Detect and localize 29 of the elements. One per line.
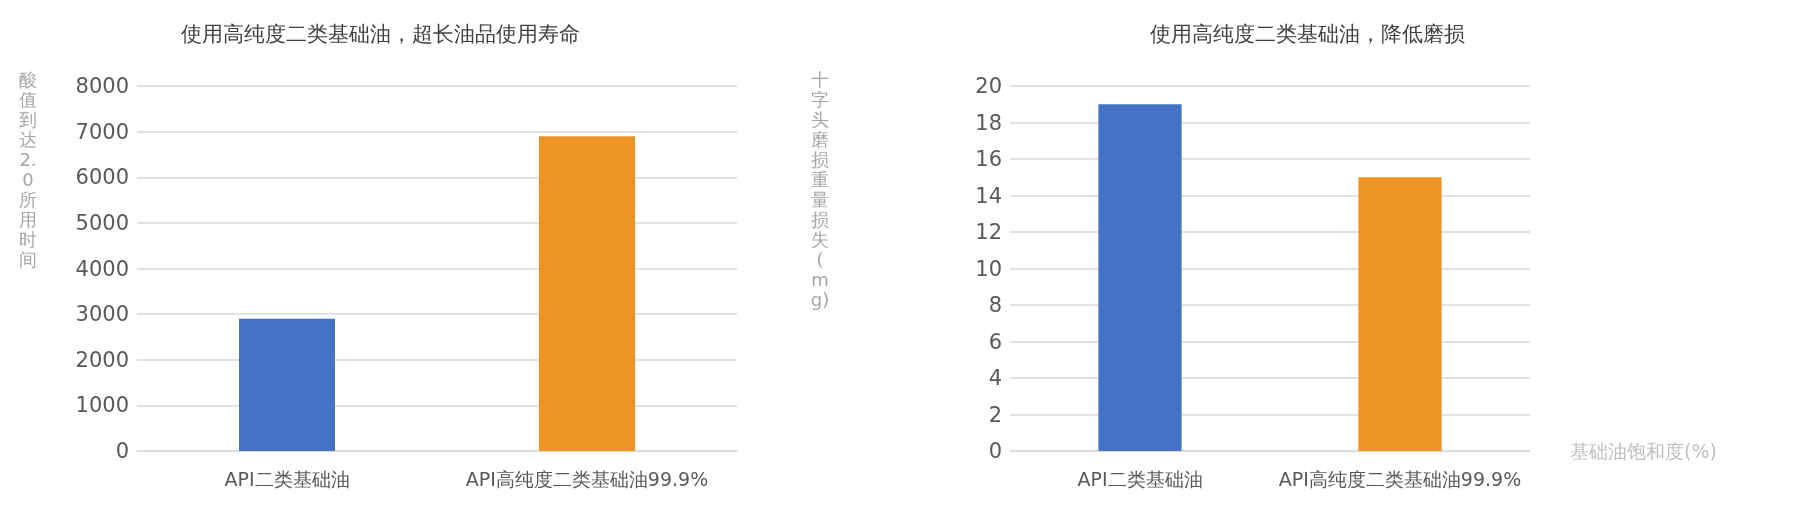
text: 酸值到达2.0所用时间 (19, 69, 37, 270)
y-tick-label: 10 (975, 256, 1002, 281)
y-tick-label: 4000 (75, 256, 129, 281)
y-tick-label: 8000 (75, 74, 129, 98)
y-tick-label: 2000 (75, 347, 129, 372)
y-tick-label: 6 (988, 329, 1002, 354)
y-tick-label: 3000 (75, 302, 129, 327)
y-tick-label: 14 (975, 183, 1002, 208)
x-tick-label: API高纯度二类基础油99.9% (465, 467, 709, 490)
y-tick-label: 1000 (75, 393, 129, 418)
y-tick-label: 6000 (75, 165, 129, 190)
y-tick-label: 16 (975, 147, 1002, 171)
y-tick-label: 0 (988, 439, 1002, 463)
y-tick-label: 4 (988, 366, 1002, 390)
y-tick-label: 5000 (75, 210, 129, 235)
y-tick-label: 18 (975, 110, 1002, 135)
y-tick-label: 7000 (75, 119, 129, 144)
text: 十字头磨损重量损失(mg) (810, 69, 830, 310)
x-tick-label: API二类基础油 (224, 467, 350, 490)
x-tick-label: API高纯度二类基础油99.9% (1278, 467, 1522, 490)
chart-title: 使用高纯度二类基础油，降低磨损 (1149, 21, 1465, 46)
y-tick-label: 2 (988, 402, 1002, 427)
y-tick-label: 0 (115, 439, 129, 463)
chart-title: 使用高纯度二类基础油，超长油品使用寿命 (180, 21, 580, 46)
y-tick-label: 8 (988, 293, 1002, 317)
y-tick-label: 12 (975, 220, 1002, 244)
x-axis-title: 基础油饱和度(%) (1570, 440, 1717, 462)
y-tick-label: 20 (975, 74, 1002, 98)
x-tick-label: API二类基础油 (1077, 467, 1203, 490)
